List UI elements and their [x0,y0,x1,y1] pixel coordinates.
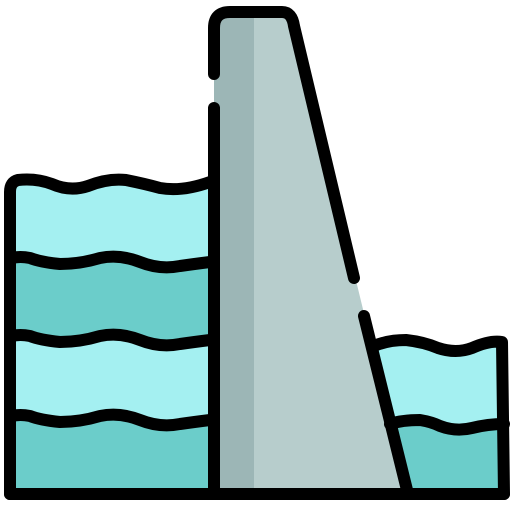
downstream-water [372,340,504,494]
outlines [4,6,510,500]
reservoir-band-2 [10,256,212,346]
reservoir-water [10,179,212,494]
dam-left-edge-upper [208,6,360,284]
reservoir-top-outline [4,173,216,500]
reservoir-band-3 [10,334,212,426]
reservoir-wave-2 [6,328,216,352]
downstream-band-2 [388,419,504,494]
reservoir-band-1 [10,179,212,268]
dam-wall-face [214,12,408,494]
reservoir-wave-3 [6,408,216,432]
reservoir-wave-1 [6,250,216,274]
reservoir-band-4 [10,414,212,494]
downstream-wave [384,414,510,436]
downstream-top-outline [368,334,510,500]
downstream-band-1 [372,340,504,430]
dam-wall [214,12,408,494]
dam-wall-shadow [214,12,254,494]
